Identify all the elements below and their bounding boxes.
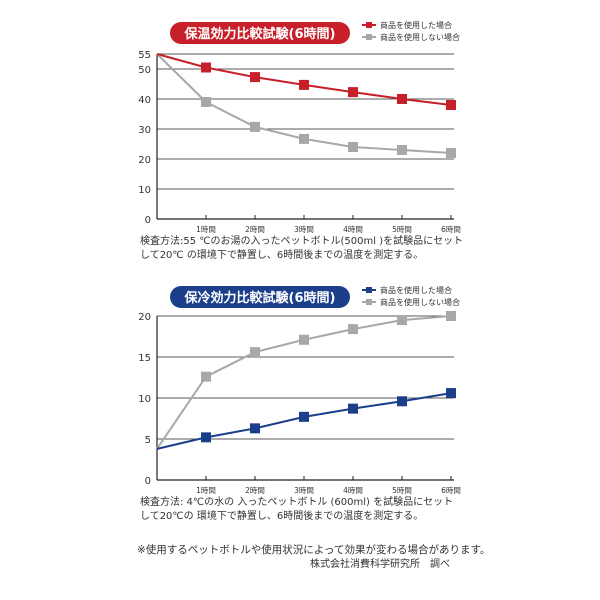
data-point	[201, 97, 211, 107]
y-tick-label: 0	[145, 215, 151, 226]
data-point	[348, 403, 358, 414]
x-tick-label: 4時間	[343, 225, 363, 234]
legend-marker	[366, 34, 372, 40]
data-point	[446, 100, 456, 110]
y-tick-label: 10	[138, 185, 151, 196]
data-point	[299, 79, 309, 90]
legend-label: 商品を使用した場合	[380, 20, 452, 30]
chart2-note-2: して20℃の 環境下で静置し、6時間後までの温度を測定する。	[140, 511, 424, 522]
x-tick-label: 1時間	[196, 486, 216, 495]
legend-marker	[366, 299, 372, 305]
data-point	[397, 145, 407, 155]
data-point	[446, 311, 456, 321]
y-tick-label: 20	[138, 155, 151, 166]
x-tick-label: 1時間	[196, 225, 216, 234]
x-tick-label: 5時間	[392, 486, 412, 495]
legend-label: 商品を使用しない場合	[380, 32, 460, 42]
chart2-title: 保冷効力比較試験(6時間)	[184, 290, 336, 306]
disclaimer: ※使用するペットボトルや使用状況によって効果が変わる場合があります。	[137, 544, 491, 556]
y-tick-label: 30	[138, 125, 151, 136]
data-point	[201, 371, 211, 382]
chart2-title-bg	[170, 286, 350, 308]
x-tick-label: 6時間	[441, 225, 461, 234]
x-tick-label: 2時間	[245, 486, 265, 495]
y-tick-label: 20	[138, 312, 151, 323]
chart1-note-2: して20℃ の環境下で静置し、6時間後までの温度を測定する。	[140, 250, 424, 261]
chart1-title-bg	[170, 22, 350, 44]
x-tick-label: 3時間	[294, 225, 314, 234]
legend-label: 商品を使用した場合	[380, 285, 452, 295]
x-tick-label: 2時間	[245, 225, 265, 234]
data-point	[299, 133, 309, 144]
y-tick-label: 0	[145, 476, 151, 487]
x-tick-label: 5時間	[392, 225, 412, 234]
data-point	[250, 72, 260, 83]
data-point	[348, 324, 358, 335]
x-tick-label: 4時間	[343, 486, 363, 495]
x-tick-label: 3時間	[294, 486, 314, 495]
y-tick-label: 15	[138, 353, 151, 364]
data-point	[397, 315, 407, 326]
data-point	[348, 87, 358, 98]
x-tick-label: 6時間	[441, 486, 461, 495]
data-point	[446, 148, 456, 158]
y-tick-label: 50	[138, 65, 151, 76]
legend-marker	[366, 287, 372, 293]
chart1-title: 保温効力比較試験(6時間)	[184, 26, 336, 42]
data-point	[446, 388, 456, 399]
data-point	[299, 411, 309, 422]
data-point	[397, 94, 407, 104]
y-tick-label: 10	[138, 394, 151, 405]
legend-label: 商品を使用しない場合	[380, 297, 460, 307]
y-tick-label: 5	[145, 435, 151, 446]
data-point	[250, 423, 260, 434]
data-point	[299, 334, 309, 345]
data-point	[250, 347, 260, 358]
data-point	[201, 432, 211, 443]
y-tick-label: 40	[138, 95, 151, 106]
data-point	[397, 396, 407, 407]
chart2-note-1: 検査方法: 4℃の水の 入ったペットボトル (600ml) を試験品にセット	[140, 497, 454, 508]
credit: 株式会社消費科学研究所 調べ	[310, 559, 450, 570]
data-point	[201, 62, 211, 73]
data-point	[348, 142, 358, 152]
data-point	[250, 121, 260, 132]
y-tick-label: 55	[138, 50, 151, 61]
legend-marker	[366, 22, 372, 28]
chart1-note-1: 検査方法:55 ℃のお湯の入ったペットボトル(500ml )を試験品にセット	[140, 236, 464, 247]
